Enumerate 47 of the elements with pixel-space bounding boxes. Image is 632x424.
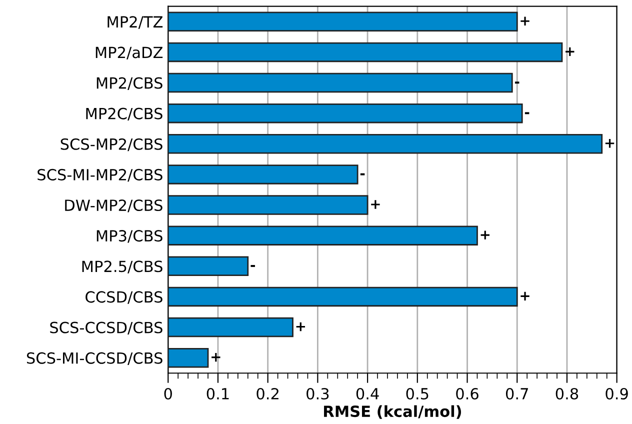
- x-tick-label: 0.3: [306, 388, 329, 400]
- bar: [168, 286, 518, 307]
- x-tick-label: 0.1: [206, 388, 229, 400]
- x-tick-label: 0: [164, 388, 172, 400]
- bar: [168, 256, 249, 276]
- y-tick-label: SCS-MP2/CBS: [60, 138, 162, 152]
- bar: [168, 134, 603, 154]
- y-tick-label: MP2/TZ: [108, 16, 163, 29]
- y-tick-label: SCS-MI-MP2/CBS: [38, 168, 162, 182]
- data-label: +: [566, 47, 574, 56]
- bar: [168, 317, 294, 338]
- data-label: +: [520, 292, 530, 301]
- y-tick-label: SCS-CCSD/CBS: [50, 322, 162, 334]
- x-tick-label: 0.4: [356, 388, 379, 400]
- data-label: +: [605, 139, 614, 148]
- x-tick-label: 0.2: [256, 388, 278, 400]
- bar: [168, 42, 563, 62]
- data-label: -: [514, 82, 520, 84]
- bar: [168, 103, 523, 124]
- y-tick-label: MP2/aDZ: [96, 46, 163, 60]
- data-label: -: [360, 173, 365, 176]
- data-label: +: [520, 16, 530, 26]
- y-tick-label: MP2/CBS: [96, 77, 162, 90]
- x-tick-label: 0.8: [556, 388, 578, 400]
- y-tick-label: MP2C/CBS: [86, 108, 162, 121]
- data-label: +: [480, 230, 490, 240]
- y-tick-label: CCSD/CBS: [86, 291, 162, 304]
- data-label: +: [212, 352, 220, 362]
- data-label: -: [524, 112, 530, 114]
- data-label: -: [250, 264, 255, 267]
- data-label: +: [371, 200, 380, 209]
- x-axis-title: RMSE (kcal/mol): [324, 405, 461, 419]
- x-tick-label: 0.6: [456, 388, 478, 400]
- y-tick-label: MP2.5/CBS: [82, 260, 162, 274]
- bar: [168, 12, 518, 32]
- bar: [168, 348, 209, 368]
- y-tick-label: SCS-MI-CCSD/CBS: [26, 352, 162, 366]
- data-label: +: [296, 322, 306, 332]
- bar: [168, 226, 478, 246]
- bar: [168, 164, 358, 184]
- y-tick-label: MP3/CBS: [96, 230, 162, 243]
- x-tick-label: 0.9: [606, 388, 628, 400]
- y-tick-label: DW-MP2/CBS: [65, 199, 162, 212]
- bar: [168, 72, 513, 93]
- x-tick-label: 0.7: [506, 388, 528, 400]
- bar: [168, 195, 368, 215]
- x-tick-label: 0.5: [406, 388, 428, 400]
